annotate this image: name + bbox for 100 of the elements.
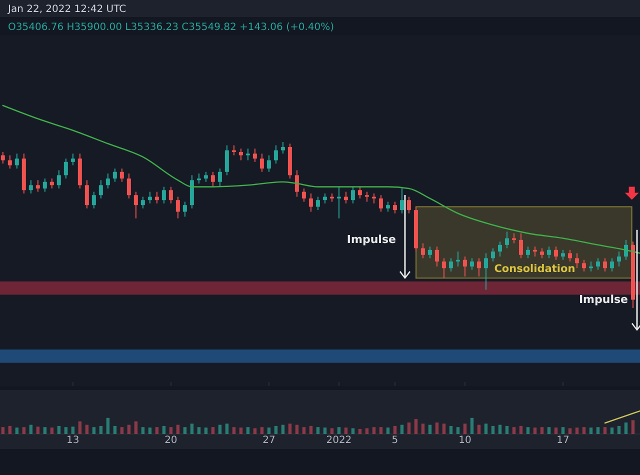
candlestick (448, 258, 453, 272)
bar (148, 428, 152, 434)
bar (281, 424, 285, 434)
bar (372, 427, 376, 434)
bar (8, 426, 12, 434)
bar (631, 420, 635, 434)
candlestick (92, 191, 96, 209)
bar (288, 424, 292, 434)
bar (246, 427, 250, 434)
candlestick (120, 168, 124, 182)
bar (295, 424, 299, 434)
bar (449, 426, 453, 434)
candlestick (364, 191, 369, 202)
candlestick (204, 171, 208, 182)
candlestick (64, 158, 68, 180)
bar (442, 424, 446, 434)
bar (218, 424, 222, 434)
x-tick-label: 5 (392, 435, 398, 446)
bar (393, 426, 397, 434)
candlestick (546, 246, 551, 259)
bar (617, 426, 621, 434)
candlestick (260, 153, 264, 172)
bar (547, 427, 551, 434)
chart-title: Jan 22, 2022 12:42 UTC (7, 4, 126, 15)
bar (113, 426, 117, 434)
x-tick-label: 27 (262, 435, 276, 446)
bar (561, 427, 565, 434)
bar (400, 424, 404, 434)
bar (519, 426, 523, 434)
bar (323, 428, 327, 434)
bar (603, 427, 607, 434)
bar (624, 422, 628, 434)
bar (1, 427, 5, 434)
band-label: Consolidation (494, 263, 576, 276)
bar (22, 427, 26, 434)
bar (463, 424, 467, 434)
bar (141, 427, 145, 434)
candlestick (112, 168, 117, 182)
candlestick (274, 144, 278, 164)
candlestick (316, 196, 320, 211)
candlestick (148, 191, 152, 204)
chart-subtitle: O35406.76 H35900.00 L35336.23 C35549.82 +143.06 (+0.40%) (8, 22, 334, 33)
candlestick (358, 186, 362, 199)
bar (596, 427, 600, 434)
candlestick (378, 194, 383, 212)
bar (526, 427, 530, 434)
bar (99, 426, 103, 434)
candlestick (252, 148, 257, 162)
bar (386, 428, 390, 434)
candlestick (302, 188, 306, 202)
bar (134, 421, 138, 434)
bar (505, 426, 509, 434)
candlestick (98, 180, 103, 199)
bar (92, 427, 96, 434)
candlestick (442, 258, 446, 279)
candlestick (322, 192, 327, 204)
candlestick (56, 170, 61, 189)
candlestick (70, 153, 75, 166)
bar (204, 428, 208, 434)
candlestick (308, 192, 313, 212)
candlestick (246, 148, 250, 161)
bar (190, 424, 194, 434)
bar (512, 427, 516, 434)
candlestick (8, 154, 12, 170)
bar (274, 426, 278, 434)
candlestick (218, 168, 222, 188)
candlestick (162, 186, 166, 204)
candlestick (498, 241, 502, 258)
bar (554, 428, 558, 434)
bar (358, 428, 362, 434)
candlestick (470, 258, 474, 270)
candlestick (176, 196, 180, 219)
bar (582, 427, 586, 434)
candlestick (420, 242, 425, 259)
candlestick (504, 231, 509, 249)
annotation: Impulse (346, 233, 396, 246)
bar (169, 427, 173, 434)
bar (344, 428, 348, 434)
bar (183, 427, 187, 434)
bar (15, 428, 19, 434)
candlestick (554, 246, 558, 260)
bar (589, 428, 593, 434)
bar (78, 421, 82, 434)
candlestick (36, 180, 40, 192)
bar (421, 424, 425, 434)
bar (477, 424, 481, 434)
bar (29, 424, 33, 434)
candlestick (560, 249, 565, 260)
bar (435, 422, 439, 434)
candlestick (568, 249, 572, 262)
candlestick (140, 196, 145, 209)
x-tick-label: 10 (458, 435, 472, 446)
bar (127, 424, 131, 434)
candlestick (210, 171, 215, 188)
candlestick (596, 258, 600, 270)
candlestick (168, 186, 173, 204)
bar (85, 424, 89, 434)
bar (225, 424, 229, 434)
candlestick (106, 173, 110, 189)
candlestick (182, 201, 187, 218)
